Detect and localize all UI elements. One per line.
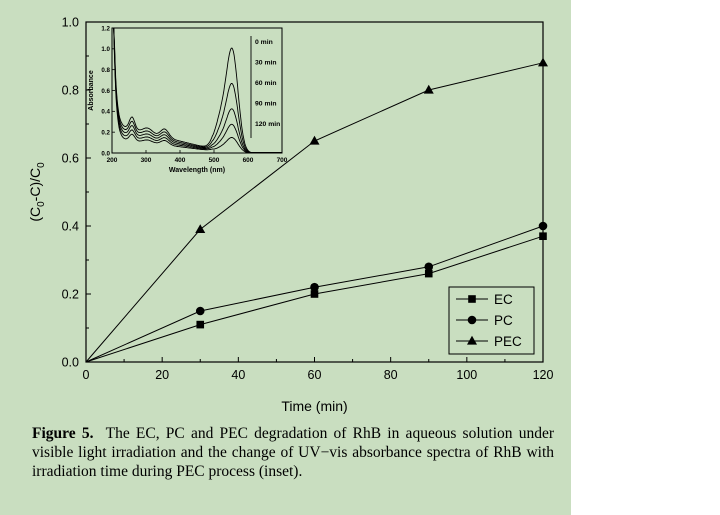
inset-y-tick-label-2: 0.4 — [101, 109, 110, 116]
chart: 0 20 40 60 80 100 120 0.0 0.2 0.4 0.6 0.8 1.0 Time (m… — [27, 16, 554, 415]
x-tick-label-3: 60 — [308, 368, 322, 382]
caption-label: Figure 5. — [32, 425, 94, 442]
inset-legend-label-3: 90 min — [255, 101, 277, 108]
inset-spectrum-0 — [113, 27, 282, 153]
inset-spectrum-1 — [113, 27, 282, 153]
inset-y-tick-label-0: 0.0 — [101, 150, 110, 157]
point-pc-1 — [195, 306, 205, 316]
inset-x-tick-label-4: 600 — [243, 157, 254, 164]
y-tick-label-5: 1.0 — [62, 16, 79, 30]
inset-y-tick-label-1: 0.2 — [101, 129, 110, 136]
point-pc-2 — [310, 282, 319, 292]
figure-panel: 0 20 40 60 80 100 120 0.0 0.2 0.4 0.6 0.8 1.0 Time (m… — [0, 0, 571, 515]
inset-legend-label-4: 120 min — [255, 121, 280, 128]
y-tick-label-4: 0.8 — [62, 84, 79, 98]
legend-box — [448, 286, 535, 355]
x-tick-label-4: 80 — [384, 368, 398, 382]
inset-y-axis-title: Absorbance — [88, 70, 95, 111]
inset-x-tick-label-0: 200 — [107, 157, 118, 164]
inset-spectrum-2 — [113, 27, 282, 153]
inset-legend-label-1: 30 min — [255, 60, 277, 67]
point-pec-1 — [195, 224, 206, 233]
inset-y-tick-label-4: 0.8 — [101, 67, 110, 74]
x-tick-label-2: 40 — [231, 368, 245, 382]
inset-x-tick-label-5: 700 — [277, 157, 288, 164]
legend: EC PC PEC — [448, 286, 535, 355]
inset-x-tick-label-2: 400 — [175, 157, 186, 164]
inset-x-tick-label-3: 500 — [209, 157, 220, 164]
legend-label-ec: EC — [494, 292, 513, 307]
x-tick-label-6: 120 — [533, 368, 554, 382]
legend-label-pc: PC — [494, 313, 513, 328]
y-tick-label-3: 0.6 — [62, 152, 79, 166]
inset-y-tick-label-5: 1.0 — [101, 46, 110, 53]
x-tick-label-0: 0 — [83, 368, 90, 382]
y-tick-label-1: 0.2 — [62, 288, 79, 302]
legend-label-pec: PEC — [494, 334, 522, 349]
point-ec-2 — [310, 290, 319, 298]
legend-marker-pc — [467, 315, 477, 325]
legend-marker-pec — [467, 335, 477, 345]
point-pc-4 — [538, 221, 548, 231]
inset-legend-label-0: 0 min — [255, 39, 273, 46]
legend-marker-ec — [468, 295, 476, 303]
point-ec-1 — [196, 320, 205, 329]
inset-x-axis-title: Wavelength (nm) — [169, 167, 225, 174]
inset-y-tick-label-3: 0.6 — [101, 88, 110, 95]
inset-spectrum-3 — [113, 27, 282, 153]
y-tick-label-0: 0.0 — [62, 356, 79, 370]
inset-spectrum-4 — [113, 27, 282, 153]
y-tick-label-2: 0.4 — [62, 220, 79, 234]
caption-text: The EC, PC and PEC degradation of RhB in… — [32, 425, 555, 480]
plot-frame — [85, 21, 544, 363]
figure-caption: Figure 5. The EC, PC and PEC degradation… — [32, 424, 554, 481]
x-axis-title: Time (min) — [281, 398, 347, 414]
point-pec-4 — [538, 57, 548, 67]
x-tick-label-5: 100 — [456, 368, 477, 382]
point-ec-4 — [539, 232, 547, 240]
y-axis-title: (C0-C)/C0 — [27, 162, 47, 222]
point-pc-3 — [424, 262, 434, 272]
point-ec-3 — [424, 269, 433, 278]
inset-chart: 200 300 400 500 600 700 0.0 0.2 0.4 0.6 0.8 1.0 1.2 W… — [88, 25, 288, 174]
inset-y-tick-label-6: 1.2 — [101, 25, 110, 32]
point-pec-2 — [309, 135, 320, 145]
point-pec-3 — [423, 84, 434, 94]
x-tick-label-1: 20 — [155, 368, 169, 382]
inset-legend-label-2: 60 min — [255, 80, 277, 87]
inset-x-tick-label-1: 300 — [141, 157, 152, 164]
